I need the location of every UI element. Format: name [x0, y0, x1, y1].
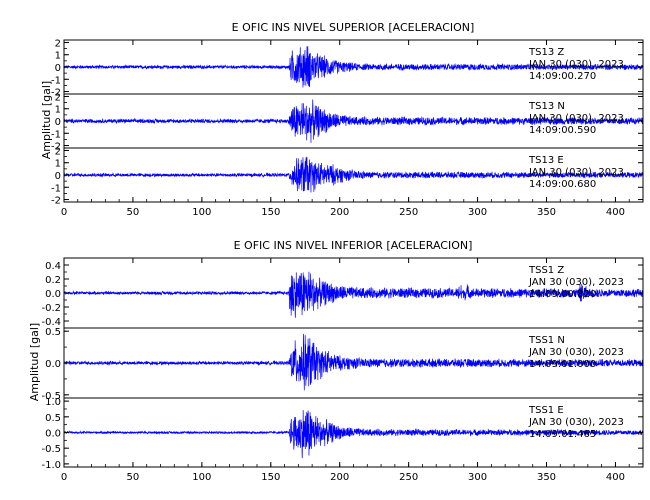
upper-level-chart: E OFIC INS NIVEL SUPERIOR [ACELERACION] …: [40, 21, 644, 218]
x-tick-label: 0: [61, 472, 67, 483]
y-tick-label: 0.5: [45, 413, 61, 424]
y-tick-label: -0.5: [41, 444, 61, 455]
y-tick-label: -2: [51, 196, 61, 207]
y-tick-label: 1: [55, 51, 61, 62]
station-label-line: 14:09:00.590: [529, 125, 596, 136]
station-label-line: JAN 30 (030), 2023: [528, 59, 624, 70]
x-tick-label: 250: [399, 207, 418, 218]
station-label-line: JAN 30 (030), 2023: [528, 167, 624, 178]
y-tick-label: -1: [51, 75, 61, 86]
x-tick-label: 350: [537, 207, 556, 218]
x-tick-label: 50: [127, 472, 140, 483]
x-tick-label: 150: [261, 207, 280, 218]
x-tick-label: 100: [192, 472, 211, 483]
y-tick-label: -0.2: [41, 303, 61, 314]
lower-y-axis-label: Amplitud [gal]: [28, 323, 41, 401]
y-tick-label: 2: [55, 38, 61, 49]
station-label-line: JAN 30 (030), 2023: [528, 113, 624, 124]
waveform-line: [64, 410, 643, 459]
station-label-line: TSS1 Z: [528, 265, 564, 276]
upper-x-axis: 0 50 100 150 200 250 300 350 400: [61, 40, 644, 218]
waveform-line: [64, 156, 643, 193]
lower-x-axis: 0 50 100 150 200 250 300 350 400: [61, 258, 644, 483]
station-label-line: 14:09:01.465: [529, 429, 596, 440]
x-tick-label: 300: [468, 207, 487, 218]
x-tick-label: 200: [330, 207, 349, 218]
upper-y-axis-label: Amplitud [gal]: [40, 81, 53, 159]
y-tick-label: 1.0: [45, 397, 61, 408]
waveform-line: [64, 271, 643, 318]
y-tick-label: 0: [55, 117, 61, 128]
y-tick-label: 1: [55, 105, 61, 116]
y-tick-label: 0: [55, 63, 61, 74]
x-tick-label: 400: [606, 207, 625, 218]
station-label-line: JAN 30 (030), 2023: [528, 417, 624, 428]
x-tick-label: 150: [261, 472, 280, 483]
station-label-line: TSS1 E: [528, 405, 564, 416]
x-tick-label: 300: [468, 472, 487, 483]
y-tick-label: 0.0: [45, 289, 61, 300]
lower-chart-title: E OFIC INS NIVEL INFERIOR [ACELERACION]: [234, 239, 473, 252]
x-tick-label: 250: [399, 472, 418, 483]
x-tick-label: 50: [127, 207, 140, 218]
waveform-line: [64, 46, 643, 88]
y-tick-label: -1: [51, 183, 61, 194]
y-tick-label: 0.5: [45, 327, 61, 338]
y-tick-label: 0.4: [45, 261, 61, 272]
lower-level-chart: E OFIC INS NIVEL INFERIOR [ACELERACION] …: [28, 239, 644, 483]
station-label-line: 14:09:00.680: [529, 179, 596, 190]
x-tick-label: 400: [606, 472, 625, 483]
x-tick-label: 100: [192, 207, 211, 218]
y-tick-label: 0.0: [45, 359, 61, 370]
station-label-line: TS13 N: [528, 101, 565, 112]
y-tick-label: -0.4: [41, 317, 61, 328]
y-tick-label: 0.2: [45, 275, 61, 286]
station-label-line: TS13 Z: [528, 47, 564, 58]
upper-chart-title: E OFIC INS NIVEL SUPERIOR [ACELERACION]: [232, 21, 475, 34]
y-tick-label: -2: [51, 142, 61, 153]
y-tick-label: 0.0: [45, 429, 61, 440]
station-label-line: 14:09:01.000: [529, 359, 596, 370]
station-label-line: 14:09:00.270: [529, 71, 596, 82]
y-tick-label: 0: [55, 171, 61, 182]
waveform-line: [64, 333, 643, 391]
x-tick-label: 200: [330, 472, 349, 483]
y-tick-label: -1: [51, 129, 61, 140]
station-label-line: TS13 E: [528, 155, 564, 166]
y-tick-label: -2: [51, 88, 61, 99]
x-tick-label: 350: [537, 472, 556, 483]
y-tick-label: -1.0: [41, 460, 61, 471]
station-label-line: 14:09:00.820: [529, 289, 596, 300]
station-label-line: JAN 30 (030), 2023: [528, 347, 624, 358]
y-tick-label: 2: [55, 92, 61, 103]
station-label-line: JAN 30 (030), 2023: [528, 277, 624, 288]
x-tick-label: 0: [61, 207, 67, 218]
y-tick-label: 2: [55, 146, 61, 157]
y-tick-label: 1: [55, 159, 61, 170]
y-tick-label: -0.5: [41, 391, 61, 402]
station-label-line: TSS1 N: [528, 335, 565, 346]
waveform-line: [64, 99, 643, 143]
